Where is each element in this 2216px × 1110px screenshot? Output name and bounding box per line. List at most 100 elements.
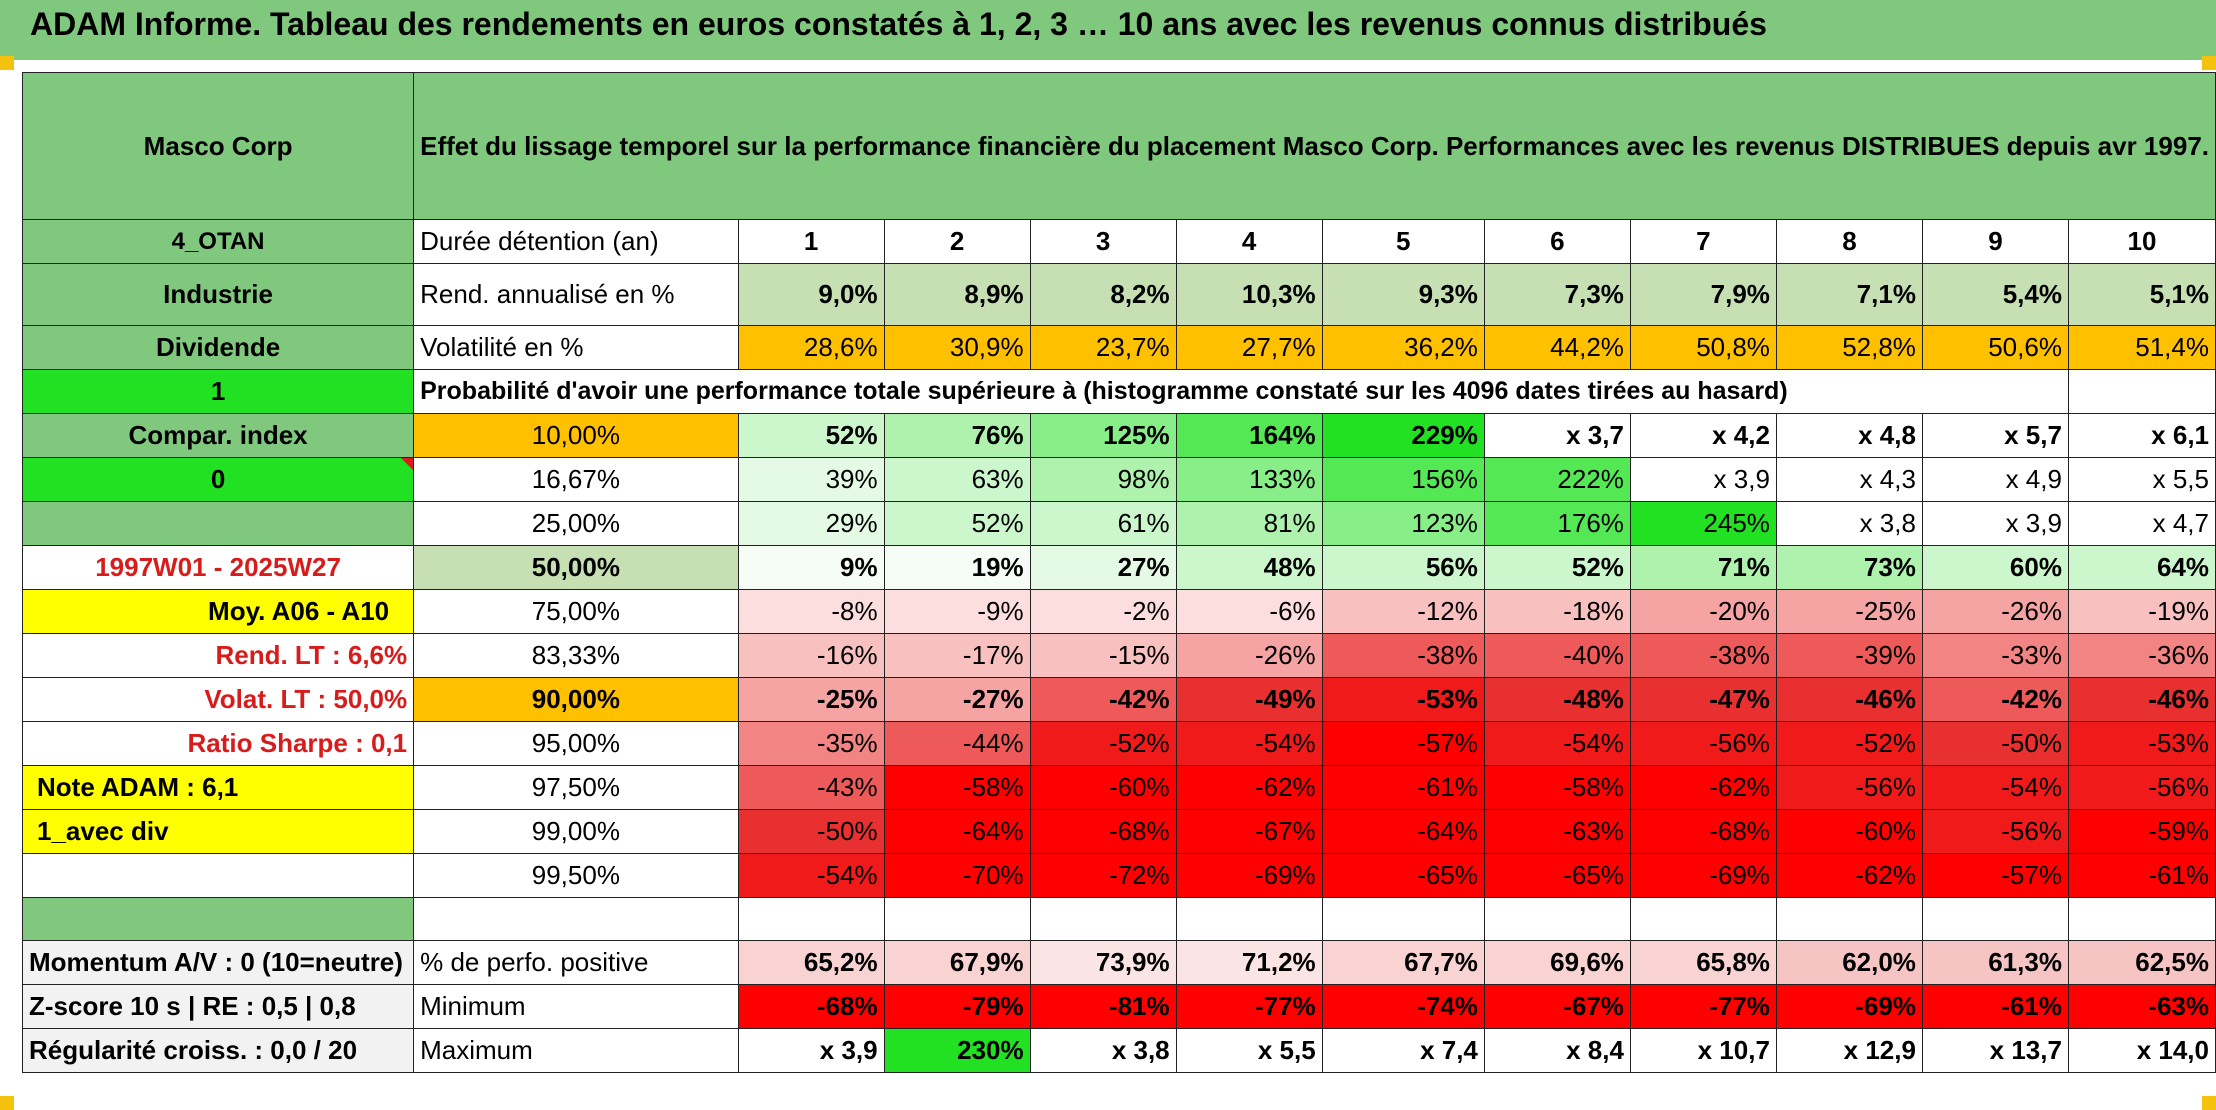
title-bar: ADAM Informe. Tableau des rendements en … — [0, 0, 2216, 60]
quantile-value: 27% — [1029, 545, 1177, 590]
rend-value: 9,0% — [737, 263, 885, 326]
compar-value: 0 — [21, 457, 415, 502]
quantile-value: -65% — [1483, 853, 1631, 898]
quantile-row: Moy. A06 - A10 75,00% -8% -9% -2% -6% -12% -18%… — [21, 589, 2216, 634]
quantile-value: 61% — [1029, 501, 1177, 546]
stat-label: Maximum — [413, 1028, 739, 1073]
vol-value: 27,7% — [1175, 325, 1323, 370]
quantile-value: x 3,8 — [1775, 501, 1923, 546]
rend-label: Rend. annualisé en % — [413, 263, 739, 326]
quantile-value: -17% — [883, 633, 1031, 678]
stat-value: -81% — [1029, 984, 1177, 1029]
stat-value: x 10,7 — [1629, 1028, 1777, 1073]
quantile-value: x 4,2 — [1629, 413, 1777, 458]
quantile-value: x 4,3 — [1775, 457, 1923, 502]
quantile-value: -54% — [1483, 721, 1631, 766]
rend-value: 5,4% — [1921, 263, 2069, 326]
quantile-value: -27% — [883, 677, 1031, 722]
quantile-label: 99,50% — [413, 853, 739, 898]
corner-marker — [2202, 56, 2216, 70]
quantile-row: 1_avec div 99,00% -50% -64% -68% -67% -64% -63%… — [21, 809, 2216, 854]
stat-value: x 7,4 — [1321, 1028, 1485, 1073]
stat-value: -68% — [737, 984, 885, 1029]
corner-marker — [0, 56, 14, 70]
year-header: 3 — [1029, 219, 1177, 264]
quantile-value: 164% — [1175, 413, 1323, 458]
quantile-value: 64% — [2067, 545, 2216, 590]
quantile-value: 73% — [1775, 545, 1923, 590]
performance-table: Masco Corp Effet du lissage temporel sur … — [21, 72, 2216, 1073]
stat-value: x 3,8 — [1029, 1028, 1177, 1073]
quantile-value: 39% — [737, 457, 885, 502]
quantile-value: -52% — [1029, 721, 1177, 766]
quantile-value: 29% — [737, 501, 885, 546]
volat-lt-label: Volat. LT : 50,0% — [21, 677, 415, 722]
quantile-value: -40% — [1483, 633, 1631, 678]
proba-row: 1 Probabilité d'avoir une performance tot… — [21, 369, 2216, 414]
separator-cell — [413, 897, 739, 941]
stat-value: 65,8% — [1629, 940, 1777, 985]
quantile-value: -50% — [1921, 721, 2069, 766]
stat-value: -69% — [1775, 984, 1923, 1029]
quantile-value: 52% — [883, 501, 1031, 546]
stat-value: 62,0% — [1775, 940, 1923, 985]
quantile-value: -26% — [1921, 589, 2069, 634]
separator-cell — [1629, 897, 1777, 941]
corner-marker — [0, 1096, 14, 1110]
separator-cell — [21, 897, 415, 941]
vol-value: 52,8% — [1775, 325, 1923, 370]
quantile-value: -43% — [737, 765, 885, 810]
year-header: 4 — [1175, 219, 1323, 264]
quantile-value: -68% — [1629, 809, 1777, 854]
quantile-value: -48% — [1483, 677, 1631, 722]
empty-cell — [21, 853, 415, 898]
quantile-value: -16% — [737, 633, 885, 678]
stat-value: x 8,4 — [1483, 1028, 1631, 1073]
quantile-value: -35% — [737, 721, 885, 766]
quantile-value: 222% — [1483, 457, 1631, 502]
stat-value: x 12,9 — [1775, 1028, 1923, 1073]
quantile-value: -46% — [1775, 677, 1923, 722]
quantile-value: 125% — [1029, 413, 1177, 458]
stat-side-label: Régularité croiss. : 0,0 / 20 — [21, 1028, 415, 1073]
header-row: Masco Corp Effet du lissage temporel sur … — [21, 72, 2216, 220]
quantile-value: -52% — [1775, 721, 1923, 766]
quantile-value: -38% — [1629, 633, 1777, 678]
quantile-value: 176% — [1483, 501, 1631, 546]
stat-value: 73,9% — [1029, 940, 1177, 985]
rend-value: 8,9% — [883, 263, 1031, 326]
quantile-value: -8% — [737, 589, 885, 634]
quantile-value: x 5,7 — [1921, 413, 2069, 458]
year-header: 8 — [1775, 219, 1923, 264]
quantile-row: Ratio Sharpe : 0,1 95,00% -35% -44% -52% -54%… — [21, 721, 2216, 766]
stat-value: -63% — [2067, 984, 2216, 1029]
stat-value: x 5,5 — [1175, 1028, 1323, 1073]
asset-name: Masco Corp — [21, 72, 415, 220]
quantile-value: 52% — [737, 413, 885, 458]
vol-value: 50,8% — [1629, 325, 1777, 370]
quantile-value: -67% — [1175, 809, 1323, 854]
stat-label: % de perfo. positive — [413, 940, 739, 985]
quantile-value: -61% — [2067, 853, 2216, 898]
stat-value: 69,6% — [1483, 940, 1631, 985]
quantile-value: 133% — [1175, 457, 1323, 502]
corner-marker — [2202, 1096, 2216, 1110]
quantile-value: -68% — [1029, 809, 1177, 854]
proba-label: Probabilité d'avoir une performance tota… — [413, 369, 2069, 414]
quantile-value: -33% — [1921, 633, 2069, 678]
quantile-value: -47% — [1629, 677, 1777, 722]
year-header: 7 — [1629, 219, 1777, 264]
stat-value: x 14,0 — [2067, 1028, 2216, 1073]
stat-row: Z-score 10 s | RE : 0,5 | 0,8 Minimum -68%… — [21, 984, 2216, 1029]
separator-cell — [1175, 897, 1323, 941]
quantile-value: -54% — [737, 853, 885, 898]
quantile-label: 75,00% — [413, 589, 739, 634]
quantile-value: -20% — [1629, 589, 1777, 634]
quantile-value: -9% — [883, 589, 1031, 634]
quantile-row: Volat. LT : 50,0% 90,00% -25% -27% -42% -49% -… — [21, 677, 2216, 722]
quantile-label: 83,33% — [413, 633, 739, 678]
quantile-value: 98% — [1029, 457, 1177, 502]
note-label: Note ADAM : 6,1 — [21, 765, 415, 810]
year-header: 2 — [883, 219, 1031, 264]
quantile-value: 229% — [1321, 413, 1485, 458]
